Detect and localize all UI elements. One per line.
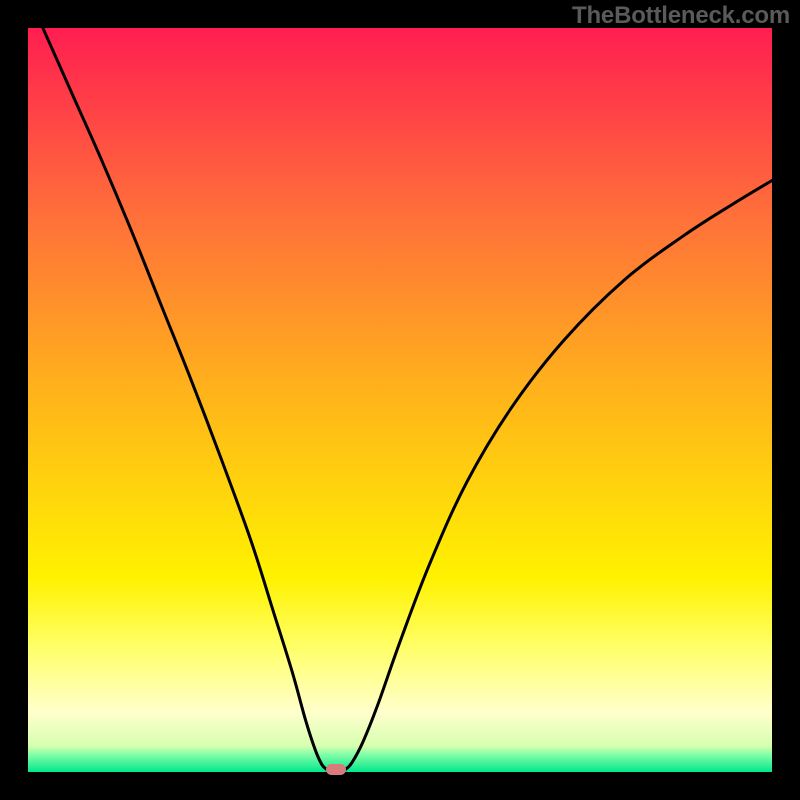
minimum-marker xyxy=(326,764,347,775)
curve-left-branch xyxy=(43,28,327,770)
curve-right-branch xyxy=(345,181,772,770)
chart-frame: TheBottleneck.com xyxy=(0,0,800,800)
bottleneck-curve xyxy=(28,28,772,772)
watermark-text: TheBottleneck.com xyxy=(572,2,790,30)
plot-area xyxy=(28,28,772,772)
